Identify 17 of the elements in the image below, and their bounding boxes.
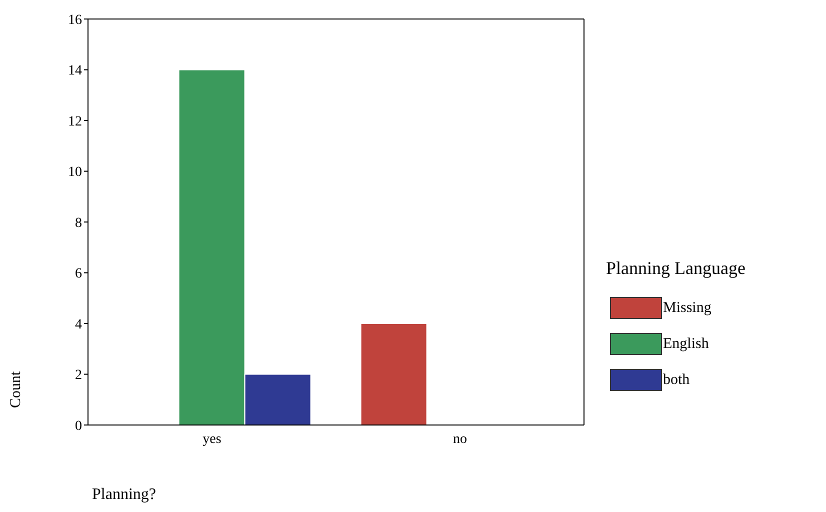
y-tick-label: 10: [68, 165, 82, 180]
x-tick-label: no: [453, 432, 467, 447]
legend-label: English: [663, 336, 709, 352]
y-axis-title: Count: [8, 371, 25, 408]
legend-label: Missing: [663, 300, 712, 316]
x-tick-label: yes: [202, 432, 222, 447]
y-tick-label: 2: [75, 368, 82, 384]
y-tick-label: 16: [68, 12, 82, 28]
y-tick-label: 4: [75, 317, 82, 332]
y-tick-label: 0: [75, 418, 82, 434]
y-tick-label: 12: [68, 114, 82, 130]
legend-title: Planning Language: [606, 258, 746, 279]
y-tick-label: 14: [68, 64, 82, 79]
x-axis-title: Planning?: [92, 486, 156, 504]
y-tick-label: 8: [75, 216, 82, 231]
y-tick-label: 6: [75, 266, 82, 282]
legend-label: both: [663, 372, 690, 388]
